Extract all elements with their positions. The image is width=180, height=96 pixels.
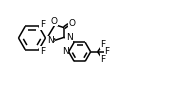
Text: O: O — [50, 17, 57, 26]
Text: F: F — [100, 55, 105, 64]
Text: N: N — [66, 33, 72, 42]
Text: F: F — [40, 20, 45, 29]
Text: F: F — [104, 47, 109, 56]
Text: N: N — [62, 47, 69, 56]
Text: F: F — [40, 47, 45, 56]
Text: F: F — [100, 40, 105, 49]
Text: O: O — [68, 19, 75, 28]
Text: N: N — [47, 36, 53, 45]
